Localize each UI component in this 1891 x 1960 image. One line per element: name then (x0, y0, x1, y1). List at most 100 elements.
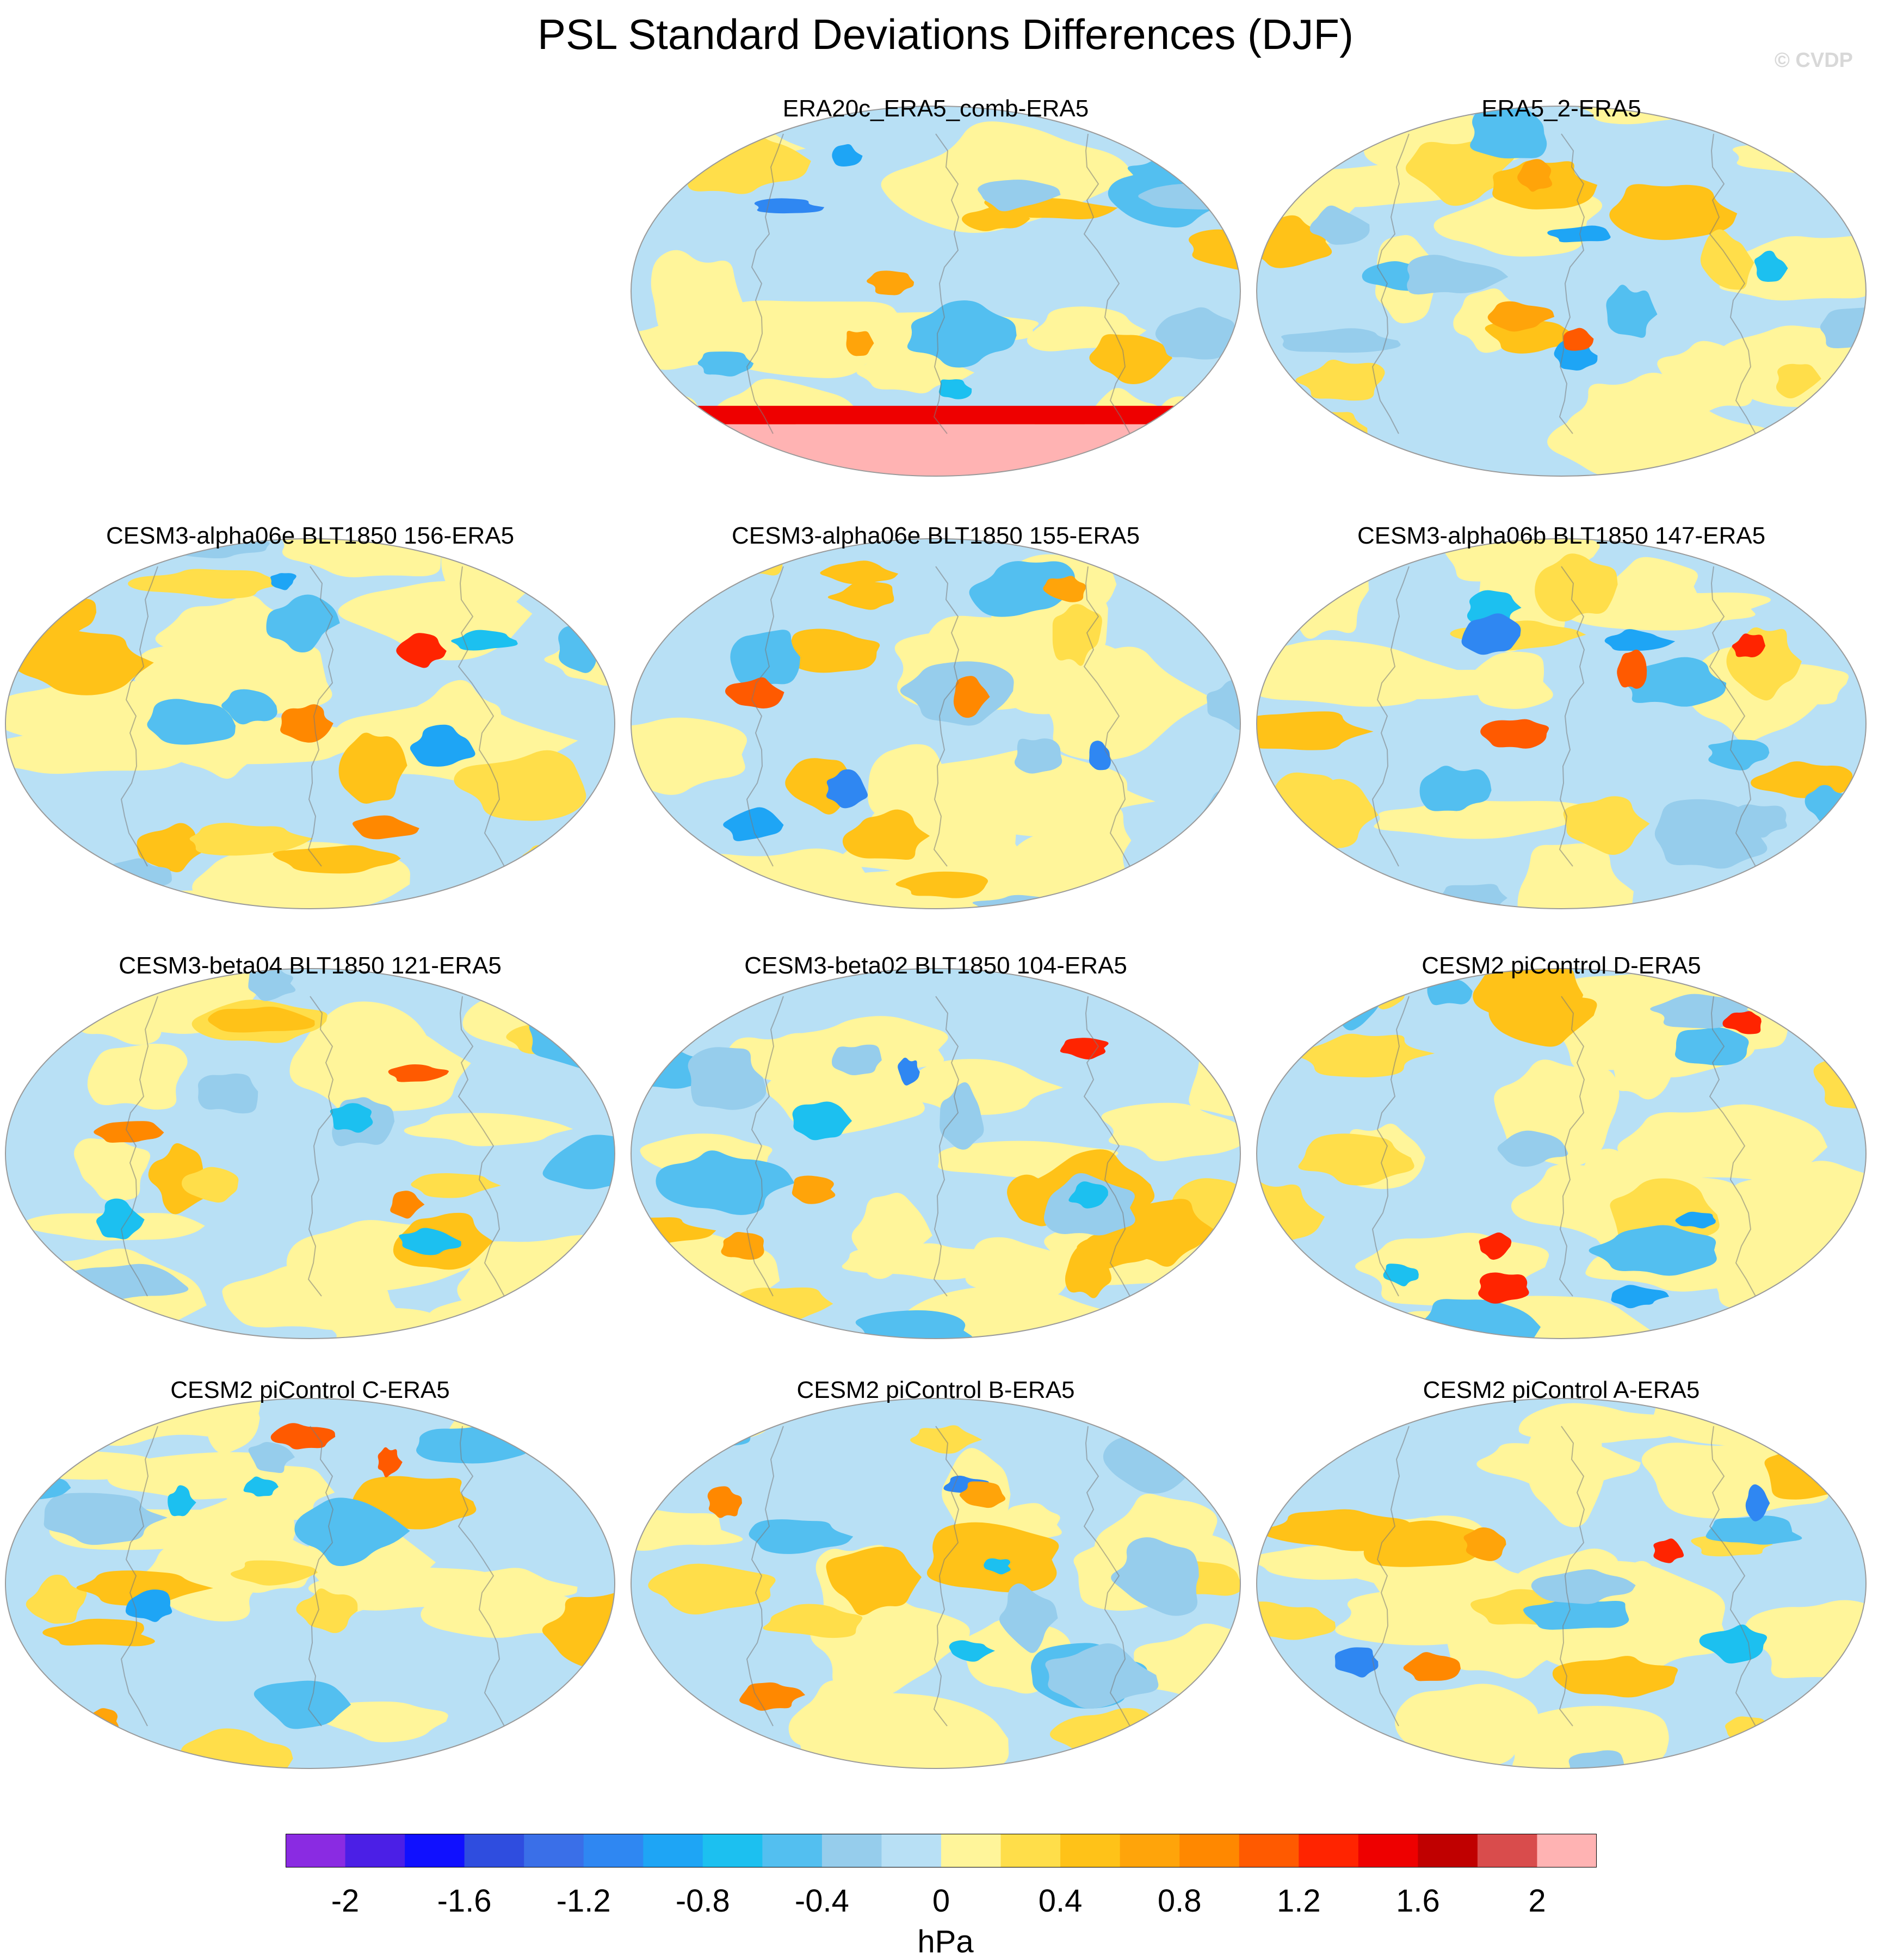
colorbar-swatch (1120, 1834, 1180, 1867)
contour-region (953, 676, 990, 718)
contour-region (831, 1044, 882, 1075)
contour-region (1195, 425, 1240, 459)
contour-region (280, 704, 333, 743)
map-outline (631, 1398, 1241, 1769)
map-panel (631, 969, 1240, 1339)
colorbar-swatch (643, 1834, 703, 1867)
contour-region (1675, 1211, 1716, 1229)
contour-region (1812, 1681, 1866, 1731)
contour-region (308, 1567, 514, 1611)
colorbar-swatch (821, 1834, 882, 1867)
coastline (120, 566, 505, 867)
colorbar-swatch (583, 1834, 644, 1867)
contour-region (96, 1198, 145, 1240)
contour-region (44, 1493, 168, 1545)
contour-region (208, 1006, 315, 1033)
map-panel (631, 539, 1240, 909)
panel-title: CESM3-alpha06e BLT1850 156-ERA5 (106, 522, 515, 549)
contour-region (867, 270, 914, 295)
contour-region (763, 1604, 863, 1638)
contour-region (260, 539, 447, 577)
contour-region (730, 630, 800, 688)
contour-region (792, 1175, 836, 1204)
contour-region (76, 1570, 213, 1606)
contour-region (1745, 1484, 1770, 1521)
colorbar-tick-label: -1.6 (437, 1883, 492, 1919)
contour-region (74, 1138, 151, 1201)
colorbar-swatch (464, 1834, 524, 1867)
contour-region (1722, 1011, 1762, 1034)
coastline (746, 996, 1130, 1297)
contour-region (1653, 1538, 1684, 1563)
contour-region (378, 1447, 403, 1478)
contour-region (1042, 799, 1132, 883)
contour-region (897, 1286, 1138, 1339)
contour-region (1563, 328, 1594, 351)
panel-title: CESM2 piControl A-ERA5 (1423, 1377, 1700, 1403)
contour-region (1617, 649, 1647, 689)
figure-title: PSL Standard Deviations Differences (DJF… (537, 10, 1354, 58)
map-outline (1256, 968, 1867, 1339)
contour-region (688, 1047, 767, 1110)
contour-region (1155, 307, 1235, 360)
colorbar-swatch (1060, 1834, 1121, 1867)
contour-region (1820, 307, 1866, 348)
colorbar-swatch (1299, 1834, 1359, 1867)
contour-region (90, 1708, 119, 1735)
contour-region (978, 180, 1061, 212)
contour-region (1764, 1442, 1866, 1500)
coastline (1371, 133, 1756, 434)
contour-region (137, 823, 210, 872)
contour-region (938, 379, 972, 399)
contour-region (739, 1682, 806, 1711)
contour-region (1674, 1027, 1749, 1066)
map-panel (1257, 106, 1866, 476)
contour-region (1275, 547, 1369, 639)
contour-region (1206, 679, 1240, 730)
colorbar-tick-label: -0.8 (675, 1883, 730, 1919)
contour-region (820, 560, 899, 584)
colorbar-swatch (1179, 1834, 1240, 1867)
map-outline (631, 106, 1241, 477)
contour-region (1732, 633, 1766, 658)
contour-region (1417, 1299, 1541, 1339)
contour-region (1407, 255, 1509, 295)
contour-region (792, 1101, 852, 1141)
contour-region (788, 1680, 873, 1758)
contour-region (248, 969, 296, 1001)
contour-region (9, 628, 154, 695)
contour-region (1208, 449, 1240, 476)
map-outline (5, 968, 615, 1339)
contour-region (1470, 106, 1547, 159)
contour-region (666, 1420, 751, 1449)
map-outline (5, 538, 615, 909)
contour-region (243, 1476, 279, 1497)
contour-region (631, 1398, 769, 1451)
contour-region (197, 1073, 258, 1114)
panel-title: CESM2 piControl D-ERA5 (1422, 952, 1701, 979)
contour-region (1625, 657, 1727, 707)
contour-region (1111, 1537, 1199, 1616)
contour-region (1405, 140, 1516, 206)
contour-region (1473, 969, 1584, 1032)
contour-region (1045, 1643, 1159, 1709)
panel-title: CESM2 piControl C-ERA5 (170, 1377, 450, 1403)
contour-region (181, 1728, 293, 1768)
contour-region (910, 1425, 982, 1454)
contour-region (216, 1463, 335, 1520)
contour-region (230, 1560, 318, 1586)
coastline (1371, 1426, 1756, 1727)
contour-region (168, 1485, 196, 1517)
contour-region (410, 724, 475, 767)
contour-region (1419, 766, 1492, 811)
contour-region (94, 1121, 164, 1143)
contour-region (631, 1509, 743, 1551)
contour-region (562, 1718, 607, 1755)
contour-region (514, 1718, 615, 1742)
contour-region (1517, 843, 1634, 909)
panel-title: CESM3-beta04 BLT1850 121-ERA5 (119, 952, 502, 979)
coastline (746, 1426, 1130, 1727)
contour-region (965, 1237, 1076, 1300)
contour-region (1257, 1601, 1336, 1640)
